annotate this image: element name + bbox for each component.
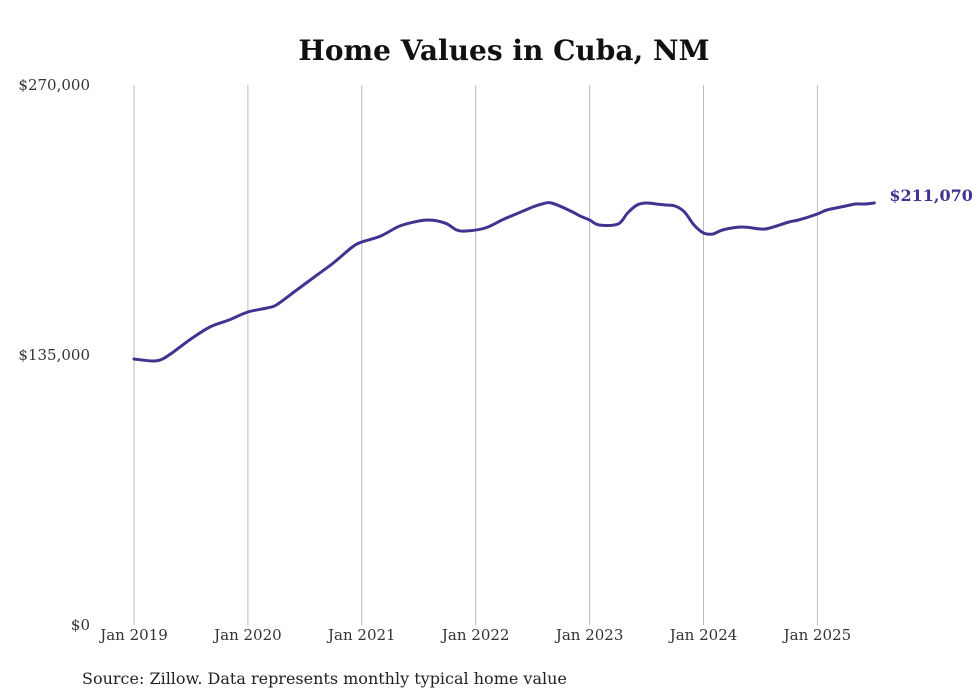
- y-axis: $0 $135,000 $270,000: [18, 76, 90, 634]
- series-line: [132, 201, 876, 363]
- x-tick-label: Jan 2025: [782, 626, 852, 644]
- x-tick-label: Jan 2019: [98, 626, 168, 644]
- grid-layer: [133, 85, 818, 625]
- chart-title: Home Values in Cuba, NM: [298, 34, 709, 67]
- x-tick-label: Jan 2021: [326, 626, 396, 644]
- x-axis: Jan 2019 Jan 2020 Jan 2021 Jan 2022 Jan 2023…: [98, 626, 851, 644]
- y-tick-label: $0: [71, 616, 90, 634]
- x-tick-label: Jan 2023: [554, 626, 624, 644]
- y-tick-label: $135,000: [18, 346, 90, 364]
- y-tick-label: $270,000: [18, 76, 90, 94]
- end-value-label: $211,070: [889, 186, 973, 205]
- x-tick-label: Jan 2022: [440, 626, 510, 644]
- x-tick-label: Jan 2020: [212, 626, 282, 644]
- x-tick-label: Jan 2024: [668, 626, 738, 644]
- source-note: Source: Zillow. Data represents monthly …: [82, 669, 567, 688]
